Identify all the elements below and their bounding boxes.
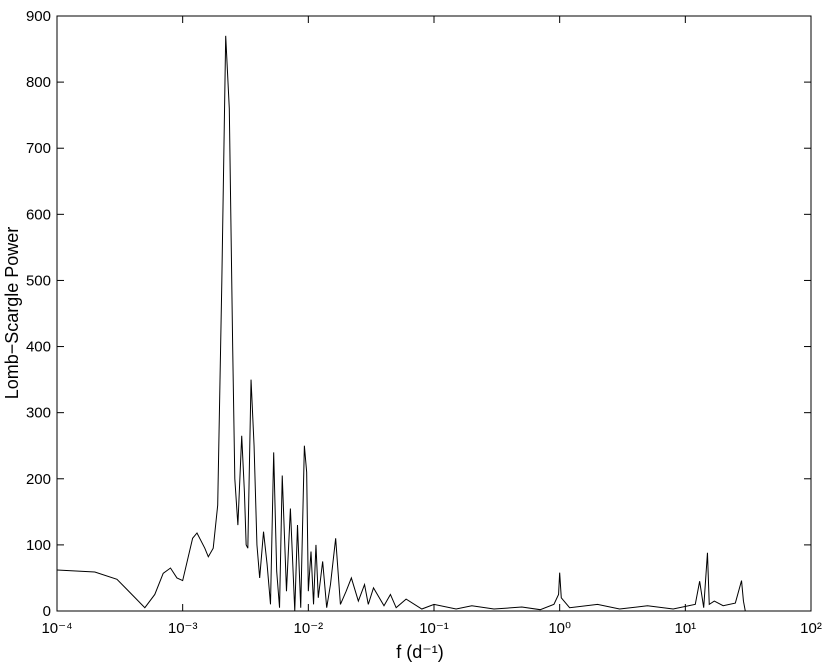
x-tick-label: 10¹ xyxy=(674,620,696,637)
x-axis-label: f (d⁻¹) xyxy=(396,642,444,662)
y-tick-label: 300 xyxy=(26,405,51,422)
y-tick-label: 600 xyxy=(26,206,51,223)
x-tick-label: 10⁻⁴ xyxy=(41,620,72,637)
x-tick-label: 10⁰ xyxy=(548,620,571,637)
y-tick-label: 0 xyxy=(43,603,51,620)
x-tick-label: 10⁻³ xyxy=(168,620,198,637)
y-tick-label: 400 xyxy=(26,339,51,356)
x-tick-label: 10⁻¹ xyxy=(419,620,449,637)
y-tick-label: 500 xyxy=(26,272,51,289)
data-line xyxy=(56,35,746,612)
y-tick-label: 700 xyxy=(26,140,51,157)
plot-frame xyxy=(56,15,812,612)
y-tick-label: 900 xyxy=(26,8,51,25)
y-tick-label: 100 xyxy=(26,537,51,554)
y-tick-label: 800 xyxy=(26,74,51,91)
x-tick-label: 10⁻² xyxy=(294,620,324,637)
x-tick-label: 10² xyxy=(800,620,822,637)
y-axis-label: Lomb−Scargle Power xyxy=(2,227,22,400)
y-tick-label: 200 xyxy=(26,471,51,488)
